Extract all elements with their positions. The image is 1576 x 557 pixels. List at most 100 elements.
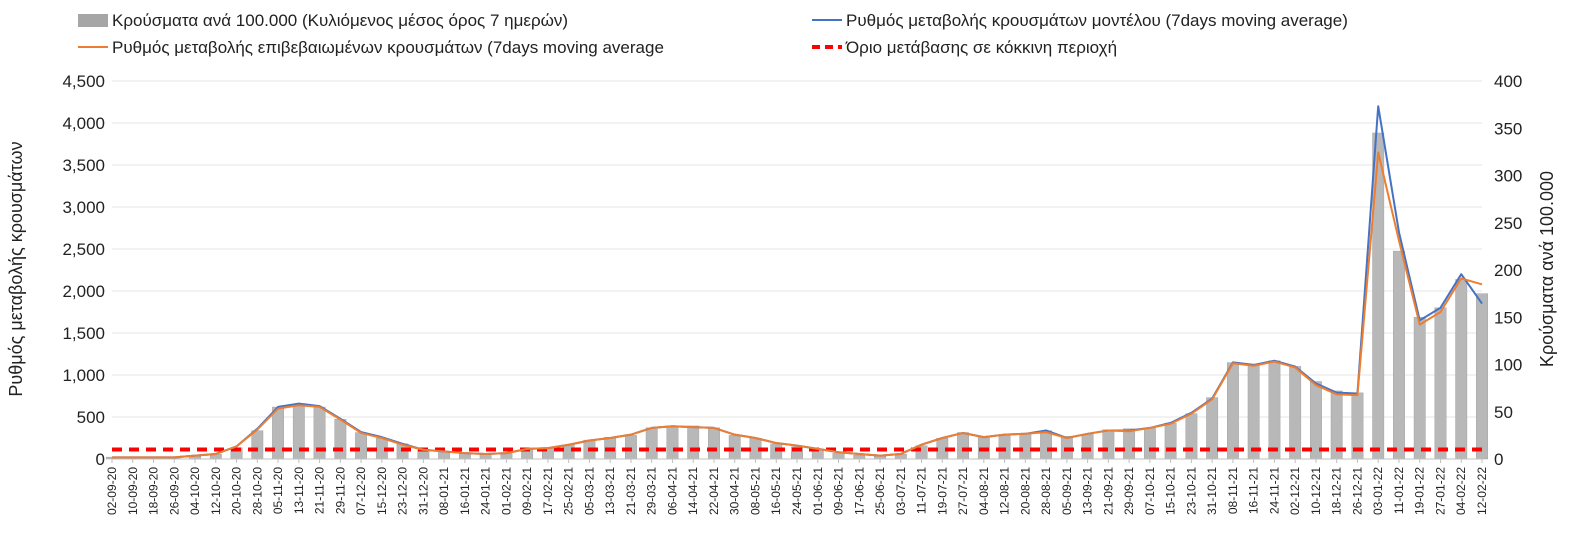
x-tick-label: 30-04-21 (728, 467, 742, 515)
legend-label-bars: Κρούσματα ανά 100.000 (Κυλιόμενος μέσος … (112, 11, 568, 30)
bar (1289, 366, 1300, 459)
x-tick-label: 24-05-21 (790, 467, 804, 515)
y-left-tick-label: 3,000 (62, 198, 105, 217)
x-tick-label: 23-12-20 (396, 467, 410, 515)
y-right-tick-label: 300 (1494, 167, 1522, 186)
x-tick-label: 29-03-21 (645, 467, 659, 515)
bar (667, 426, 678, 459)
x-tick-label: 26-12-21 (1350, 467, 1364, 515)
x-tick-label: 23-10-21 (1184, 467, 1198, 515)
bar (1186, 414, 1197, 459)
x-tick-label: 10-12-21 (1309, 467, 1323, 515)
x-tick-label: 16-01-21 (458, 467, 472, 515)
legend: Κρούσματα ανά 100.000 (Κυλιόμενος μέσος … (78, 11, 1348, 57)
bar (1269, 361, 1280, 459)
bar (1020, 433, 1031, 459)
x-tick-label: 08-05-21 (748, 467, 762, 515)
y-right-tick-label: 350 (1494, 119, 1522, 138)
bar (708, 428, 719, 459)
x-tick-label: 02-09-20 (105, 467, 119, 515)
x-tick-label: 03-07-21 (894, 467, 908, 515)
x-tick-label: 05-09-21 (1060, 467, 1074, 515)
x-tick-label: 21-11-20 (313, 467, 327, 514)
bar (252, 431, 263, 459)
x-tick-label: 27-07-21 (956, 467, 970, 515)
x-tick-label: 28-10-20 (250, 467, 264, 515)
bar (957, 433, 968, 459)
x-tick-label: 31-12-20 (416, 467, 430, 515)
y-left-tick-label: 1,500 (62, 324, 105, 343)
bar (355, 433, 366, 459)
bar (1082, 434, 1093, 459)
bar (335, 419, 346, 459)
x-axis: 02-09-20 10-09-20 18-09-20 26-09-20 04-10-20… (105, 459, 1489, 515)
x-tick-label: 12-10-20 (209, 467, 223, 515)
x-tick-label: 16-11-21 (1247, 467, 1261, 514)
x-tick-label: 16-05-21 (769, 467, 783, 515)
x-tick-label: 28-08-21 (1039, 467, 1053, 515)
x-tick-label: 12-08-21 (998, 467, 1012, 515)
x-tick-label: 03-01-22 (1371, 467, 1385, 515)
y-axis-left: 0 500 1,000 1,500 2,000 2,500 3,000 3,500 4,000 4… (62, 72, 105, 469)
bar (1248, 365, 1259, 460)
x-tick-label: 20-10-20 (230, 467, 244, 515)
y-right-tick-label: 250 (1494, 214, 1522, 233)
x-tick-label: 07-10-21 (1143, 467, 1157, 515)
legend-item-model-line: Ρυθμός μεταβολής κρουσμάτων μοντέλου (7d… (812, 11, 1348, 30)
x-tick-label: 13-09-21 (1081, 467, 1095, 515)
x-tick-label: 04-08-21 (977, 467, 991, 515)
bar (1310, 382, 1321, 459)
bar (480, 454, 491, 459)
legend-swatch-bars (78, 14, 108, 27)
x-tick-label: 10-09-20 (126, 467, 140, 515)
bar (1123, 429, 1134, 459)
x-tick-label: 05-11-20 (271, 467, 285, 514)
x-tick-label: 21-03-21 (624, 467, 638, 515)
y-left-tick-label: 500 (77, 408, 105, 427)
x-tick-label: 12-02-22 (1475, 467, 1489, 515)
x-tick-label: 31-10-21 (1205, 467, 1219, 515)
x-tick-label: 11-07-21 (915, 467, 929, 514)
bar (1165, 423, 1176, 459)
y-axis-right: 0 50 100 150 200 250 300 350 400 (1494, 72, 1522, 469)
x-tick-label: 19-07-21 (935, 467, 949, 515)
x-tick-label: 07-12-20 (354, 467, 368, 515)
y-left-tick-label: 1,000 (62, 366, 105, 385)
bar (1414, 317, 1425, 459)
x-tick-label: 09-06-21 (832, 467, 846, 515)
legend-label-confirmed-line: Ρυθμός μεταβολής επιβεβαιωμένων κρουσμάτ… (112, 38, 664, 57)
bar (1435, 308, 1446, 459)
x-tick-label: 08-11-21 (1226, 467, 1240, 514)
x-tick-label: 11-01-22 (1392, 467, 1406, 514)
legend-label-threshold: Όριο μετάβασης σε κόκκινη περιοχή (845, 38, 1117, 57)
x-tick-label: 22-04-21 (707, 467, 721, 515)
bar (999, 435, 1010, 459)
y-right-tick-label: 200 (1494, 261, 1522, 280)
x-tick-label: 21-09-21 (1101, 467, 1115, 515)
x-tick-label: 09-02-21 (520, 467, 534, 515)
x-tick-label: 15-12-20 (375, 467, 389, 515)
x-tick-label: 17-02-21 (541, 467, 555, 515)
bar (1393, 251, 1404, 459)
x-tick-label: 25-06-21 (873, 467, 887, 515)
x-tick-label: 29-09-21 (1122, 467, 1136, 515)
x-tick-label: 24-01-21 (479, 467, 493, 515)
x-tick-label: 02-12-21 (1288, 467, 1302, 515)
bar (688, 426, 699, 459)
y-left-tick-label: 2,000 (62, 282, 105, 301)
x-tick-label: 18-12-21 (1330, 467, 1344, 515)
y-left-tick-label: 4,000 (62, 114, 105, 133)
x-tick-label: 20-08-21 (1018, 467, 1032, 515)
x-tick-label: 18-09-20 (147, 467, 161, 515)
x-tick-label: 26-09-20 (167, 467, 181, 515)
x-tick-label: 04-10-20 (188, 467, 202, 515)
y-right-tick-label: 400 (1494, 72, 1522, 91)
x-tick-label: 04-02-22 (1454, 467, 1468, 515)
legend-item-confirmed-line: Ρυθμός μεταβολής επιβεβαιωμένων κρουσμάτ… (78, 38, 664, 57)
bar (1103, 430, 1114, 459)
x-tick-label: 19-01-22 (1413, 467, 1427, 515)
bar (646, 428, 657, 459)
bar (1476, 294, 1487, 459)
bar (1373, 133, 1384, 459)
